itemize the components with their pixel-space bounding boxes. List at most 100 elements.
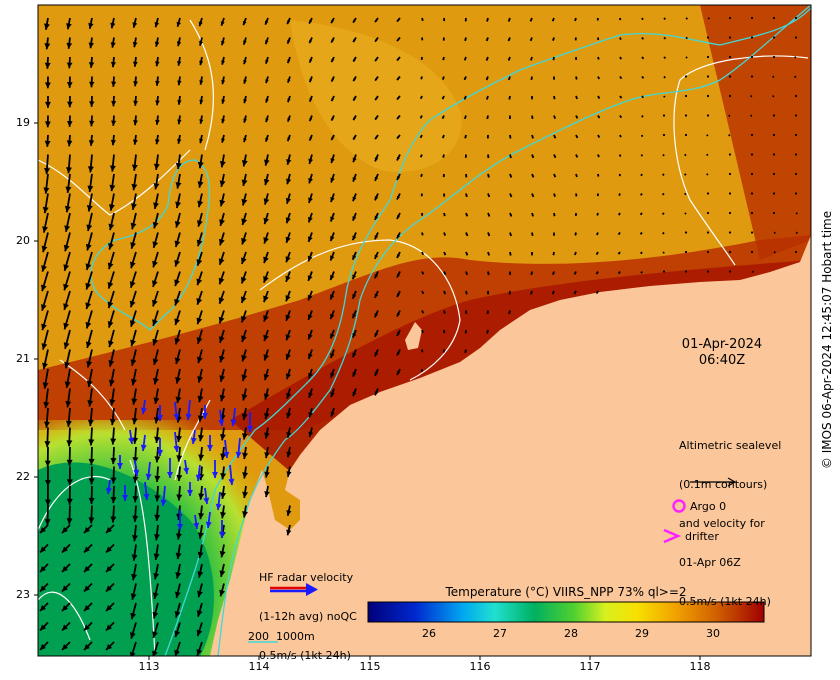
velocity-arrow xyxy=(241,329,247,343)
velocity-arrow xyxy=(89,76,95,88)
velocity-arrow xyxy=(531,95,533,100)
velocity-arrow xyxy=(286,524,292,536)
velocity-arrow xyxy=(351,329,357,339)
velocity-arrow xyxy=(596,212,599,216)
velocity-arrow xyxy=(374,17,379,23)
velocity-arrow xyxy=(241,368,248,382)
velocity-arrow xyxy=(105,563,115,573)
plot-frame xyxy=(37,4,812,657)
velocity-arrow xyxy=(152,310,159,327)
velocity-arrow xyxy=(485,95,489,100)
velocity-arrow xyxy=(286,134,291,142)
y-tick-label: 21 xyxy=(16,352,30,365)
velocity-arrow xyxy=(750,250,754,254)
velocity-arrow xyxy=(531,154,535,159)
velocity-arrow xyxy=(132,17,138,28)
velocity-arrow xyxy=(241,193,248,206)
velocity-arrow xyxy=(750,16,754,20)
velocity-arrow xyxy=(662,133,666,137)
velocity-arrow xyxy=(330,154,335,164)
velocity-arrow xyxy=(107,251,115,270)
velocity-arrow xyxy=(421,17,424,22)
velocity-arrow xyxy=(307,349,313,360)
velocity-arrow xyxy=(728,211,732,215)
velocity-arrow xyxy=(107,271,115,289)
velocity-arrow xyxy=(65,173,72,193)
velocity-arrow xyxy=(61,543,71,554)
velocity-arrow xyxy=(109,154,116,172)
velocity-arrow xyxy=(263,232,269,244)
velocity-arrow xyxy=(264,485,270,498)
velocity-arrow xyxy=(111,115,117,126)
velocity-arrow xyxy=(220,446,227,460)
velocity-arrow xyxy=(329,290,335,300)
velocity-arrow xyxy=(153,173,160,190)
velocity-arrow xyxy=(553,154,557,159)
velocity-arrow xyxy=(531,134,534,139)
velocity-arrow xyxy=(507,37,511,42)
velocity-arrow xyxy=(265,56,269,64)
velocity-arrow xyxy=(772,114,776,117)
velocity-arrow xyxy=(264,37,269,45)
velocity-arrow xyxy=(242,505,248,518)
velocity-arrow xyxy=(329,212,335,222)
velocity-arrow xyxy=(595,271,599,275)
velocity-arrow xyxy=(374,232,379,240)
velocity-arrow xyxy=(265,95,269,103)
velocity-arrow xyxy=(707,17,710,20)
velocity-arrow xyxy=(640,251,643,255)
velocity-arrow xyxy=(263,271,269,283)
velocity-arrow xyxy=(199,134,204,144)
velocity-arrow xyxy=(153,544,160,561)
velocity-arrow xyxy=(662,114,666,117)
velocity-arrow xyxy=(794,36,798,39)
velocity-arrow xyxy=(685,17,689,20)
velocity-arrow xyxy=(728,270,732,273)
velocity-arrow xyxy=(374,75,379,82)
velocity-arrow xyxy=(641,17,644,21)
velocity-arrow xyxy=(531,251,533,256)
velocity-arrow xyxy=(772,95,775,98)
velocity-arrow xyxy=(154,17,160,28)
velocity-arrow xyxy=(63,290,71,311)
velocity-arrow xyxy=(795,231,798,235)
velocity-arrow xyxy=(772,133,776,137)
x-tick-label: 113 xyxy=(138,660,160,673)
velocity-arrow xyxy=(108,212,115,231)
velocity-arrow xyxy=(794,114,798,117)
velocity-arrow xyxy=(199,56,204,66)
velocity-arrow xyxy=(132,427,139,444)
velocity-arrow xyxy=(221,56,226,65)
velocity-arrow xyxy=(183,459,190,475)
velocity-arrow xyxy=(617,271,621,275)
velocity-arrow xyxy=(42,212,49,233)
velocity-arrow xyxy=(465,232,469,237)
velocity-arrow xyxy=(728,94,732,98)
velocity-arrow xyxy=(597,173,600,177)
velocity-arrow xyxy=(128,429,135,445)
velocity-arrow xyxy=(153,193,159,210)
velocity-arrow xyxy=(196,251,203,266)
velocity-arrow xyxy=(750,75,754,78)
velocity-arrow xyxy=(508,290,511,295)
velocity-arrow xyxy=(132,56,138,67)
velocity-arrow xyxy=(196,641,203,656)
x-tick-label: 118 xyxy=(689,660,711,673)
velocity-arrow xyxy=(352,115,357,121)
velocity-arrow xyxy=(663,56,667,60)
velocity-arrow xyxy=(285,368,292,380)
velocity-arrow xyxy=(596,232,599,236)
velocity-arrow xyxy=(242,446,249,460)
velocity-arrow xyxy=(575,76,578,80)
velocity-arrow xyxy=(61,524,71,534)
velocity-arrow xyxy=(596,17,599,21)
velocity-arrow xyxy=(89,115,95,127)
velocity-arrow xyxy=(728,36,732,39)
y-tick-label: 20 xyxy=(16,234,30,247)
velocity-arrow xyxy=(553,193,556,197)
velocity-arrow xyxy=(374,251,379,260)
velocity-arrow xyxy=(160,485,167,507)
velocity-arrow xyxy=(132,37,138,48)
velocity-arrow xyxy=(374,154,379,162)
